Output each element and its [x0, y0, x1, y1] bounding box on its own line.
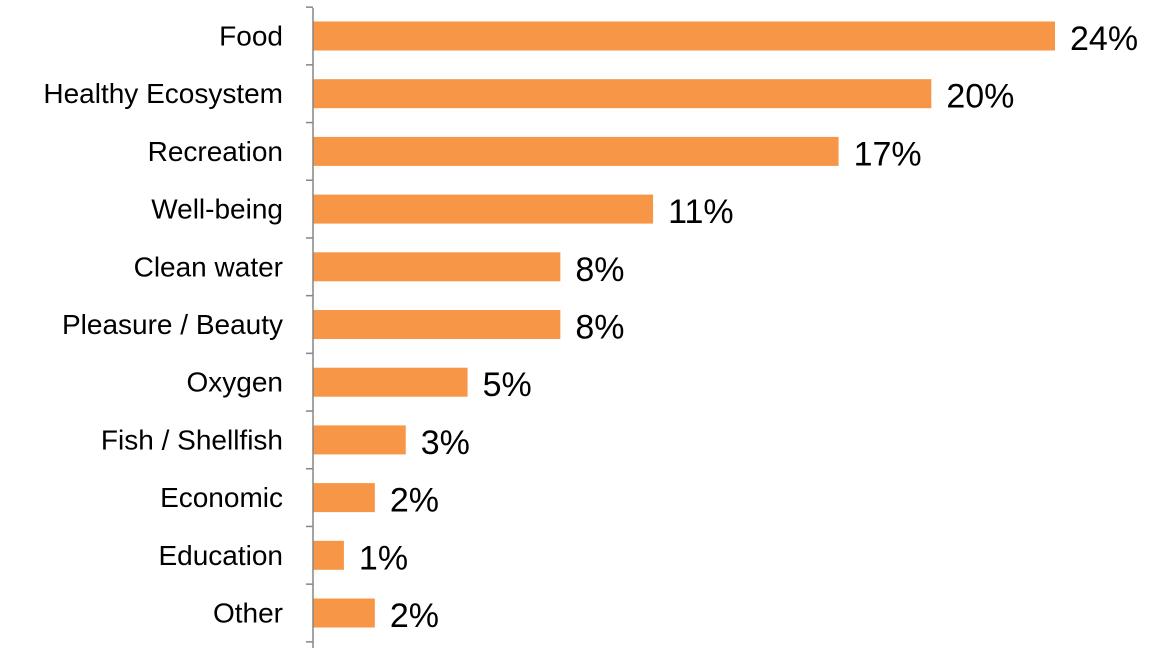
category-label-pleasure-beauty: Pleasure / Beauty: [62, 309, 283, 340]
bar-well-being: [313, 194, 654, 224]
data-labels: 24% 20% 17% 11% 8% 8% 5% 3% 2% 1% 2%: [359, 20, 1138, 635]
bar-other: [313, 598, 375, 628]
y-axis: [306, 6, 314, 648]
category-label-education: Education: [158, 540, 283, 571]
bar-healthy-ecosystem: [313, 79, 932, 109]
category-label-food: Food: [219, 21, 283, 52]
category-labels: Food Healthy Ecosystem Recreation Well-bein…: [43, 21, 283, 629]
data-label-food: 24%: [1070, 20, 1138, 58]
category-label-clean-water: Clean water: [134, 251, 283, 282]
category-label-well-being: Well-being: [151, 194, 283, 225]
bar-food: [313, 21, 1055, 51]
data-label-education: 1%: [359, 539, 408, 577]
bars-group: [313, 21, 1055, 628]
bar-pleasure-beauty: [313, 310, 561, 339]
bar-fish-shellfish: [313, 425, 406, 455]
bar-recreation: [313, 136, 839, 166]
bar-oxygen: [313, 367, 468, 397]
data-label-economic: 2%: [390, 482, 439, 520]
data-label-well-being: 11%: [668, 193, 734, 231]
bar-education: [313, 540, 344, 570]
data-label-oxygen: 5%: [483, 366, 532, 404]
data-label-clean-water: 8%: [575, 251, 624, 289]
bar-clean-water: [313, 252, 561, 282]
category-label-economic: Economic: [160, 482, 283, 513]
data-label-recreation: 17%: [854, 135, 922, 173]
bar-economic: [313, 483, 375, 513]
data-label-pleasure-beauty: 8%: [575, 309, 624, 347]
category-label-healthy-ecosystem: Healthy Ecosystem: [43, 78, 283, 109]
data-label-fish-shellfish: 3%: [421, 424, 470, 462]
category-label-other: Other: [213, 598, 283, 629]
category-label-oxygen: Oxygen: [187, 367, 284, 398]
category-label-recreation: Recreation: [148, 136, 283, 167]
data-label-healthy-ecosystem: 20%: [946, 78, 1014, 116]
data-label-other: 2%: [390, 597, 439, 635]
category-label-fish-shellfish: Fish / Shellfish: [101, 424, 283, 455]
